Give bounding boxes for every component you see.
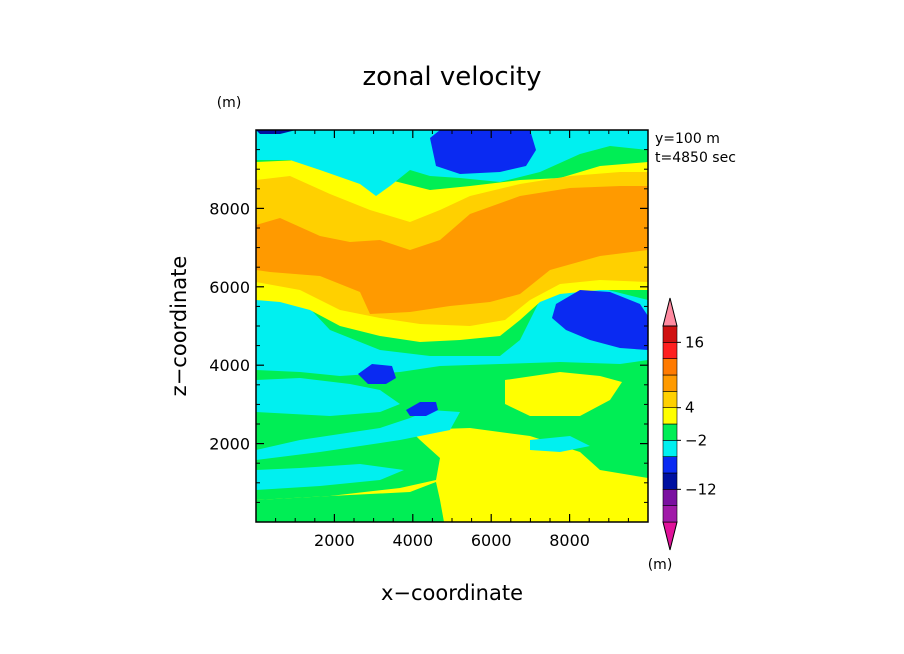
colorbar-segment (662, 440, 678, 457)
colorbar-tick-label: 4 (685, 399, 695, 417)
contour-blue-top (430, 130, 536, 174)
x-tick-label: 4000 (392, 531, 433, 550)
info-line-position: y=100 m (655, 131, 720, 147)
contour-orange-upper (256, 186, 648, 314)
contour-cyan-left-strip (256, 378, 400, 416)
colorbar-segment (662, 391, 678, 408)
y-tick-label: 4000 (209, 356, 250, 375)
colorbar-segment (662, 456, 678, 474)
colorbar-segment (662, 342, 678, 359)
contour-cyan-lower-left (256, 410, 460, 460)
colorbar-lower-triangle (662, 521, 678, 551)
colorbar-segment (662, 325, 678, 343)
contour-cyan-right-small (530, 436, 590, 452)
y-tick-label: 6000 (209, 278, 250, 297)
chart-title: zonal velocity (362, 62, 541, 92)
y-axis-label: z−coordinate (167, 256, 191, 397)
contour-green-bottom-notch (256, 482, 444, 522)
contour-blue-small (406, 402, 438, 416)
info-line-time: t=4850 sec (655, 150, 736, 166)
colorbar-segment (662, 505, 678, 523)
colorbar-segment (662, 358, 678, 376)
colorbar-tick-label: −2 (685, 431, 707, 449)
colorbar-segment (662, 407, 678, 425)
x-tick-label: 8000 (549, 531, 590, 550)
colorbar-segment (662, 423, 678, 441)
x-axis-label: x−coordinate (381, 581, 523, 605)
y-axis-ticks: 2000 4000 6000 8000 (209, 149, 648, 503)
contour-blue-right (552, 290, 648, 350)
contour-blue-mid (358, 364, 396, 384)
colorbar-segment (662, 489, 678, 506)
y-tick-label: 8000 (209, 199, 250, 218)
x-tick-label: 2000 (314, 531, 355, 550)
contour-cyan-mid-left (256, 288, 648, 376)
y-tick-label: 2000 (209, 435, 250, 454)
y-axis-unit: (m) (217, 95, 242, 111)
colorbar-segment (662, 374, 678, 392)
colorbar-tick-label: −12 (685, 480, 717, 498)
colorbar-unit: (m) (648, 557, 673, 573)
contour-yellow-mid-right (505, 372, 622, 416)
x-tick-label: 6000 (471, 531, 512, 550)
x-axis-ticks: 2000 4000 6000 8000 (275, 130, 629, 550)
colorbar-upper-triangle (662, 297, 678, 327)
contour-plot-area (255, 129, 649, 523)
contour-cyan-left-low (256, 464, 404, 490)
colorbar: 16 4 −2 −12 (662, 297, 717, 551)
colorbar-segment (662, 472, 678, 490)
colorbar-tick-label: 16 (685, 333, 704, 351)
